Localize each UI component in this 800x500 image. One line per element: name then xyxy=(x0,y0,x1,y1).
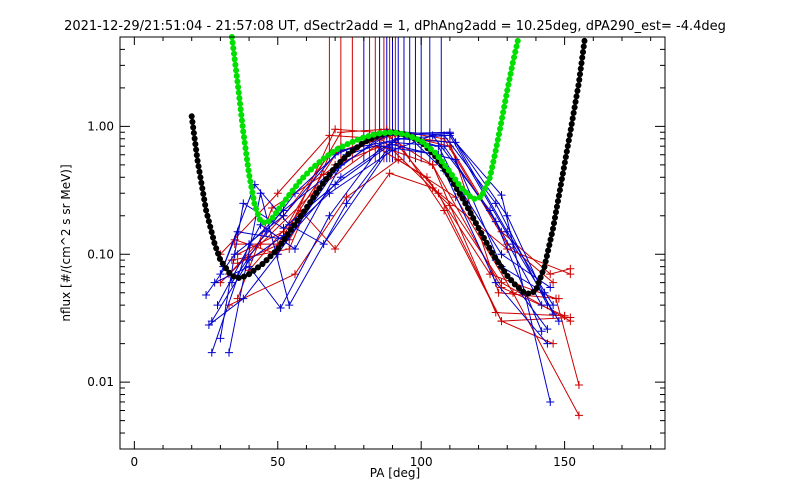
data-point xyxy=(336,128,345,137)
data-point xyxy=(508,240,517,249)
data-point xyxy=(207,348,216,357)
data-point xyxy=(213,301,222,310)
data-point xyxy=(331,180,340,189)
data-point xyxy=(574,380,583,389)
fit-curve xyxy=(228,34,522,227)
data-point xyxy=(537,327,546,336)
data-point xyxy=(537,301,546,310)
data-point xyxy=(273,189,282,198)
data-point xyxy=(279,224,288,233)
series-line xyxy=(222,144,545,294)
data-point xyxy=(546,283,555,292)
data-point xyxy=(574,411,583,420)
data-point xyxy=(486,270,495,279)
data-point xyxy=(336,173,345,182)
y-tick-label: 1.00 xyxy=(87,119,114,133)
axes: 0 50 100 150 0.01 0.10 1.00 xyxy=(87,36,665,469)
data-point xyxy=(227,256,236,265)
series-line xyxy=(211,132,554,353)
data-point xyxy=(239,199,248,208)
data-point xyxy=(566,270,575,279)
data-point xyxy=(486,206,495,215)
data-point xyxy=(428,160,437,169)
data-point xyxy=(319,240,328,249)
series-line xyxy=(220,145,580,386)
data-point xyxy=(428,183,437,192)
data-point xyxy=(216,270,225,279)
data-point xyxy=(451,155,460,164)
data-point xyxy=(325,211,334,220)
series-line xyxy=(219,138,551,403)
y-tick-label: 0.01 xyxy=(87,375,114,389)
data-point xyxy=(543,325,552,334)
y-axis-label: nflux [#/(cm^2 s sr MeV)] xyxy=(59,164,73,321)
data-point xyxy=(560,311,569,320)
data-point xyxy=(342,199,351,208)
x-tick-label: 100 xyxy=(410,455,433,469)
data-point xyxy=(325,131,334,140)
data-point xyxy=(543,339,552,348)
data-point xyxy=(552,294,560,303)
data-point xyxy=(494,288,503,297)
data-point xyxy=(331,125,340,134)
data-point xyxy=(394,155,403,164)
x-tick-label: 150 xyxy=(553,455,576,469)
data-point xyxy=(239,294,248,303)
fit-curves xyxy=(188,34,588,298)
data-point xyxy=(540,288,549,297)
data-point xyxy=(262,227,271,236)
data-point xyxy=(207,317,216,326)
data-point xyxy=(445,131,454,140)
data-point xyxy=(202,291,211,300)
y-tick-label: 0.10 xyxy=(87,247,114,261)
data-point xyxy=(225,348,233,357)
chart-title: 2021-12-29/21:51:04 - 21:57:08 UT, dSect… xyxy=(64,19,726,34)
data-point xyxy=(497,250,506,259)
data-point xyxy=(388,146,397,155)
series-line xyxy=(220,134,571,322)
x-tick-label: 0 xyxy=(131,455,139,469)
data-point xyxy=(245,256,254,265)
series-line xyxy=(228,141,543,353)
data-point xyxy=(256,189,265,198)
data-point xyxy=(325,189,334,198)
data-point xyxy=(549,278,558,287)
series-line xyxy=(219,131,554,306)
data-point xyxy=(290,244,299,253)
data-point xyxy=(216,334,225,343)
data-point xyxy=(566,317,575,326)
data-point xyxy=(445,201,454,210)
data-point xyxy=(385,169,394,178)
data-point xyxy=(546,270,555,279)
data-point xyxy=(546,397,555,406)
data-point xyxy=(497,317,506,326)
x-tick-label: 50 xyxy=(270,455,285,469)
data-point xyxy=(210,278,219,287)
data-point xyxy=(428,131,437,140)
data-point xyxy=(422,173,431,182)
x-axis-label: PA [deg] xyxy=(370,466,420,480)
data-point xyxy=(290,270,299,279)
data-point xyxy=(497,191,506,200)
data-point xyxy=(285,301,294,310)
data-point xyxy=(554,317,563,326)
data-point xyxy=(549,301,558,310)
data-series xyxy=(202,125,583,420)
data-point xyxy=(440,206,449,215)
data-point xyxy=(276,303,285,312)
data-point xyxy=(227,278,236,287)
data-point xyxy=(491,278,500,287)
series-line xyxy=(231,136,548,344)
data-point xyxy=(331,244,340,253)
